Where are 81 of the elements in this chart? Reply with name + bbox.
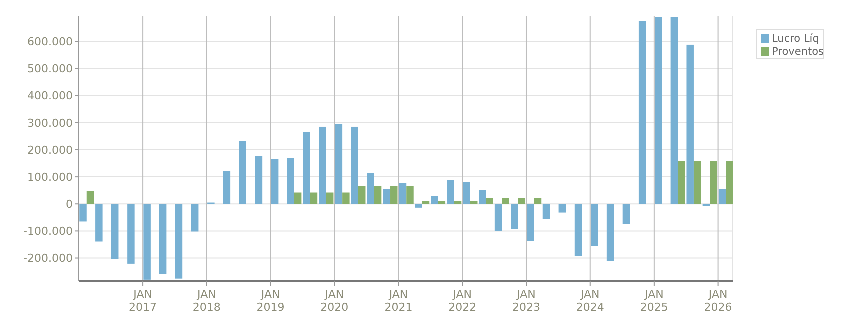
- bar: [438, 201, 446, 204]
- bar: [96, 204, 103, 242]
- bar: [390, 186, 398, 204]
- bar: [175, 204, 183, 279]
- bar: [128, 204, 135, 264]
- bar: [303, 132, 310, 204]
- bar: [351, 126, 358, 204]
- x-tick-label: JAN 2020: [320, 288, 349, 313]
- bar: [670, 17, 678, 204]
- bar: [447, 180, 454, 204]
- bar: [239, 141, 246, 204]
- y-tick-label: 200.000: [28, 144, 73, 157]
- bar: [383, 189, 391, 204]
- y-tick-label: 500.000: [28, 62, 73, 76]
- bar: [694, 161, 702, 204]
- bar: [511, 204, 518, 230]
- bar: [606, 204, 614, 262]
- y-tick-label: -100.000: [24, 225, 73, 238]
- y-tick-label: 600.000: [28, 36, 73, 49]
- bar: [710, 161, 718, 204]
- x-tick-label: JAN 2025: [640, 288, 668, 313]
- bar: [726, 161, 733, 204]
- x-tick-label: JAN 2019: [256, 288, 285, 313]
- bar: [678, 161, 686, 204]
- bar: [558, 204, 566, 213]
- bar: [431, 196, 438, 204]
- bar: [358, 186, 366, 204]
- bar: [655, 17, 662, 204]
- bar: [271, 159, 279, 204]
- x-tick-label: JAN 2022: [448, 288, 477, 313]
- bar: [335, 124, 343, 204]
- x-tick-label: JAN 2018: [192, 288, 221, 313]
- bar: [478, 190, 486, 204]
- bar: [454, 201, 462, 204]
- bar: [287, 158, 294, 204]
- bar: [406, 186, 414, 204]
- bar: [255, 156, 263, 204]
- bar: [463, 182, 470, 204]
- bar: [486, 198, 494, 204]
- bar: [574, 204, 582, 256]
- bar: [494, 204, 502, 232]
- bar: [294, 192, 302, 204]
- bar: [374, 186, 382, 204]
- bar: [191, 204, 199, 232]
- bar: [718, 189, 726, 204]
- x-tick-label: JAN 2026: [704, 288, 732, 313]
- bar: [144, 204, 151, 280]
- x-tick-label: JAN 2024: [576, 288, 604, 313]
- bar: [470, 201, 478, 204]
- y-tick-label: 0: [66, 198, 73, 211]
- x-tick-label: JAN 2021: [384, 288, 413, 313]
- y-tick-label: -200.000: [24, 252, 73, 266]
- bar: [527, 204, 534, 242]
- y-tick-label: 400.000: [28, 90, 73, 103]
- legend-label: Proventos: [772, 46, 824, 58]
- bar: [86, 191, 94, 204]
- y-tick-label: 300.000: [28, 116, 73, 130]
- bar: [591, 204, 598, 246]
- bar: [622, 204, 630, 224]
- bar: [342, 192, 350, 204]
- bar: [310, 192, 318, 204]
- legend-label: Lucro Líq: [772, 33, 820, 45]
- bar: [399, 183, 407, 204]
- bar: [422, 201, 430, 204]
- bar: [367, 172, 374, 204]
- bar: [686, 44, 694, 204]
- bar: [319, 126, 326, 204]
- bar: [326, 192, 334, 204]
- bar: [638, 21, 646, 204]
- bar: [542, 204, 550, 220]
- bar: [80, 204, 87, 222]
- bar: [534, 198, 542, 204]
- x-tick-label: JAN 2023: [512, 288, 540, 313]
- bar: [502, 198, 510, 204]
- y-tick-label: 100.000: [28, 170, 73, 184]
- bar: [518, 198, 526, 204]
- x-tick-label: JAN 2017: [129, 288, 158, 313]
- bar: [415, 204, 422, 208]
- bar: [159, 204, 167, 274]
- bar: [223, 171, 231, 204]
- bar: [111, 204, 119, 260]
